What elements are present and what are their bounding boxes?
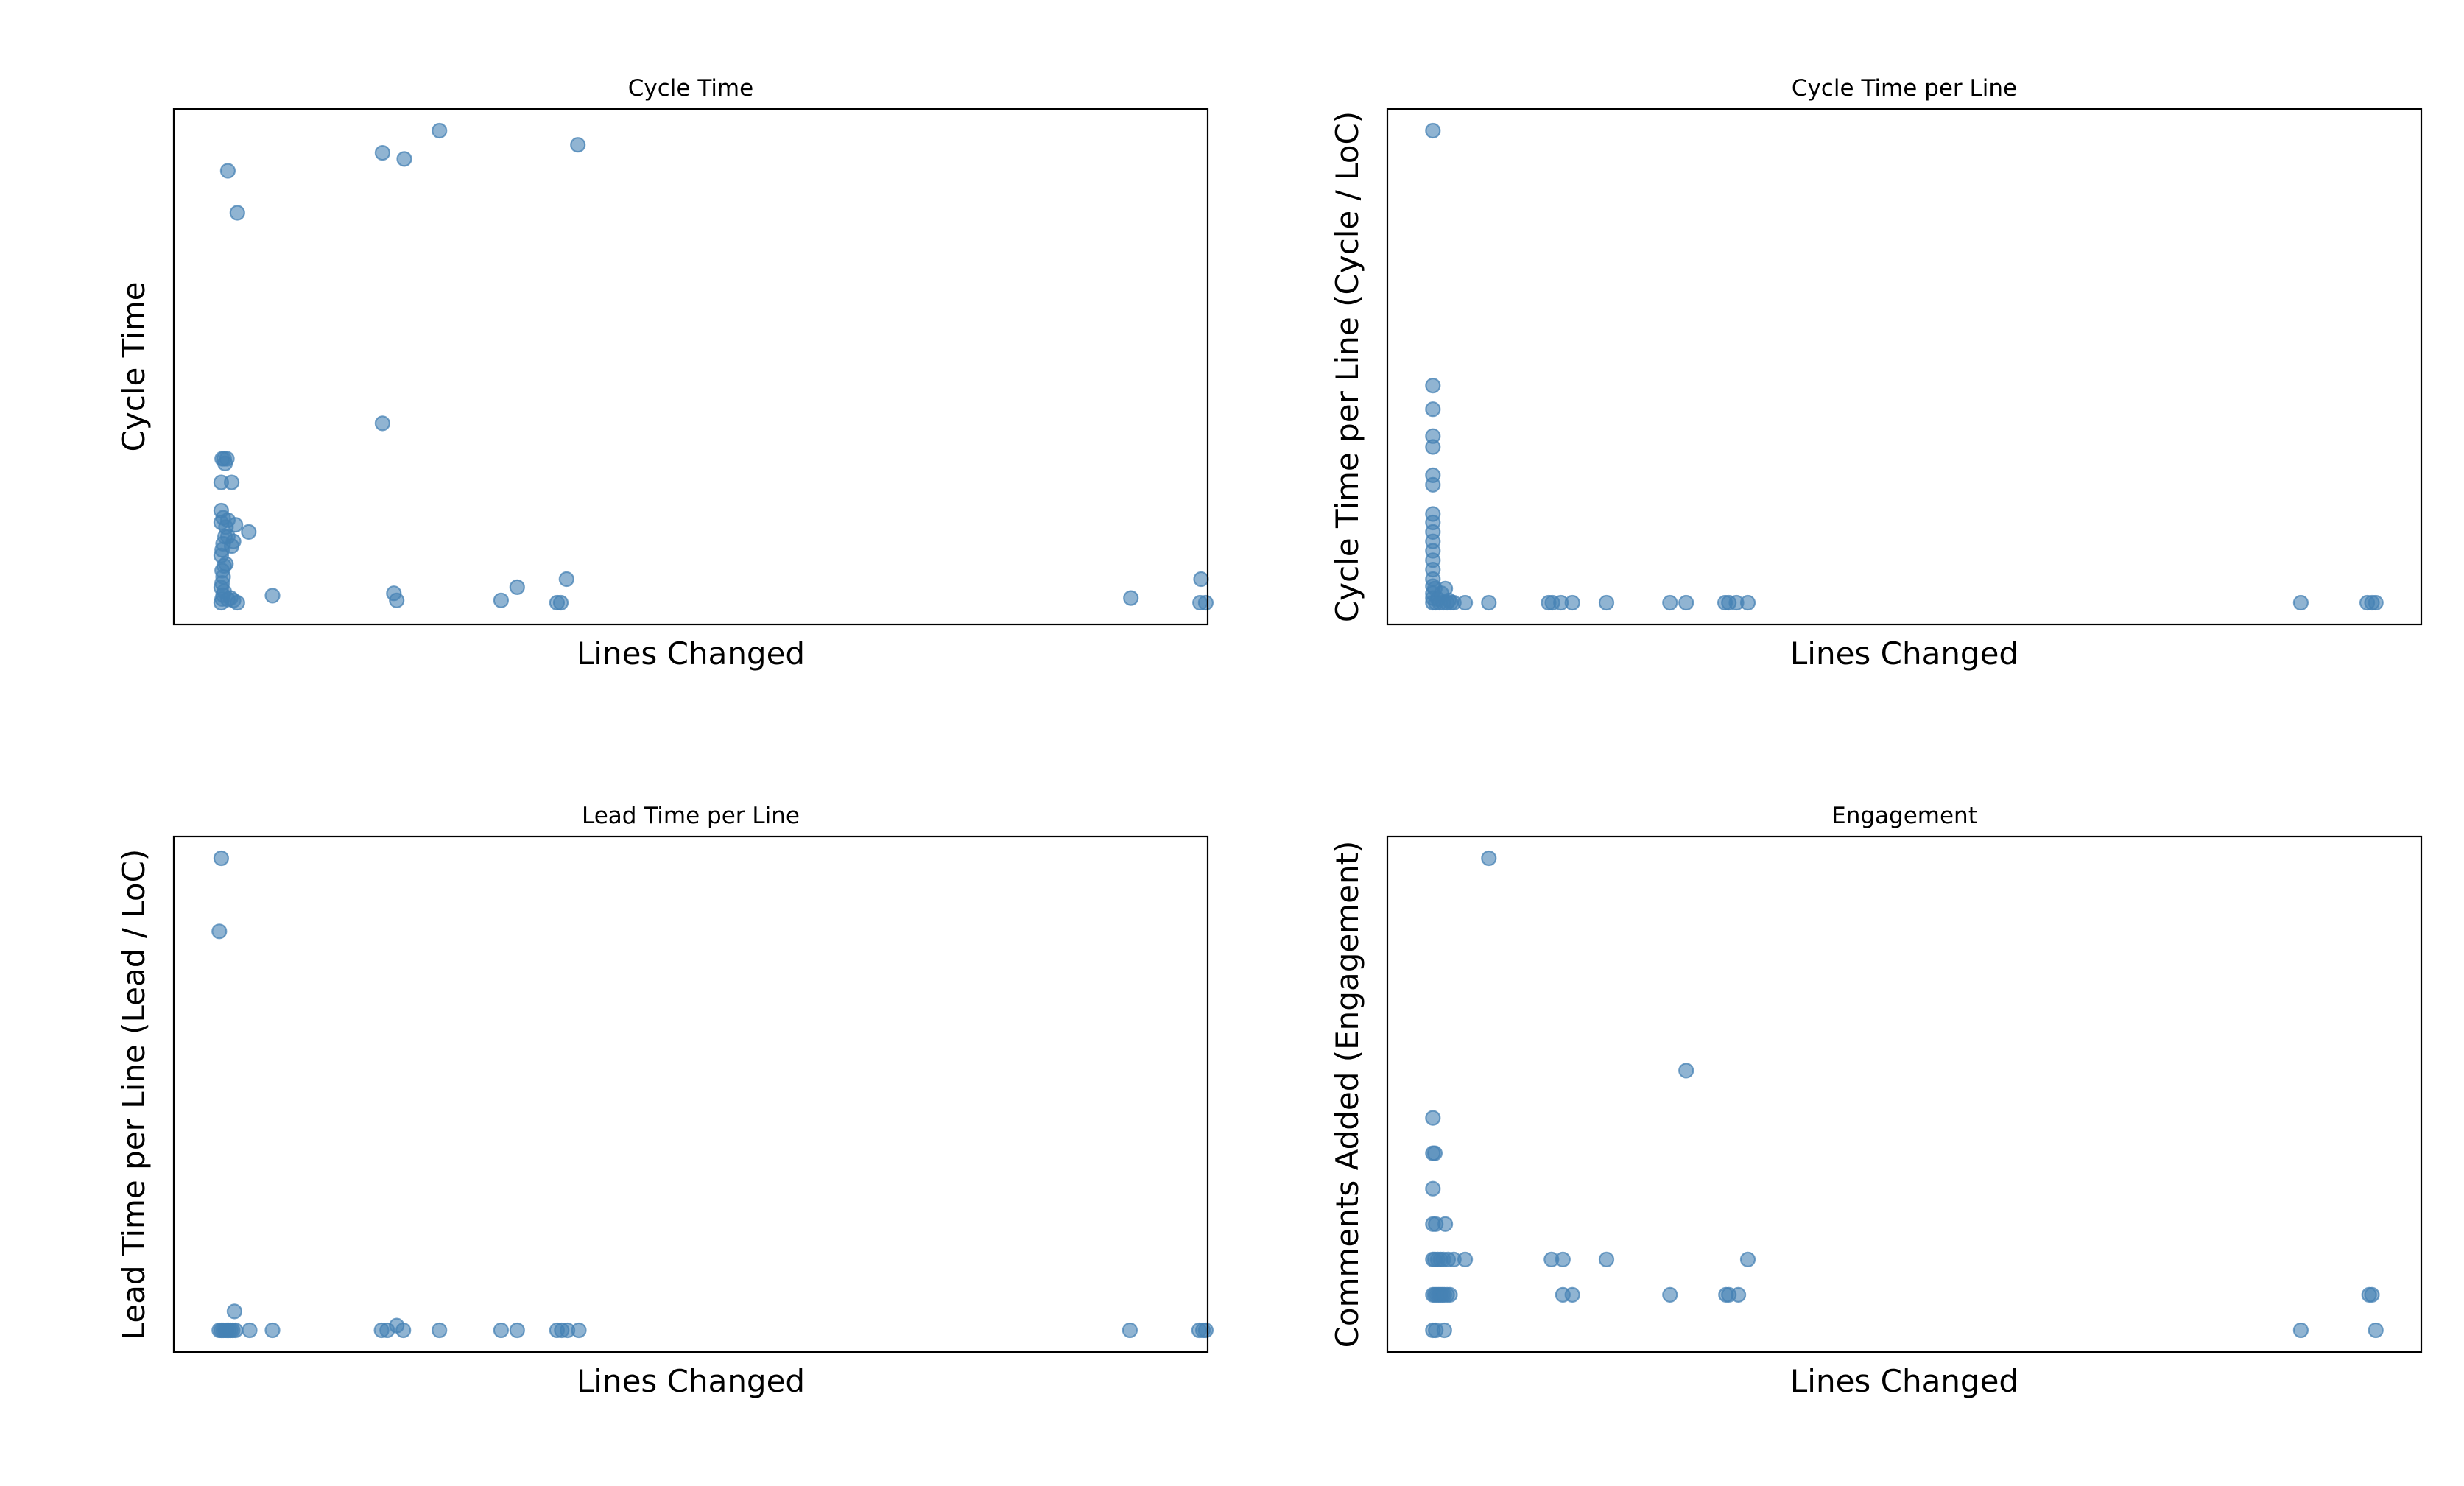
scatter-point [395, 1322, 412, 1339]
scatter-point [1123, 590, 1139, 606]
scatter-point [2368, 1322, 2384, 1339]
scatter-point [1436, 1322, 1452, 1339]
scatter-point [570, 137, 586, 153]
scatter-point [1426, 1145, 1443, 1161]
scatter-point [1739, 1251, 1756, 1268]
scatter-point [1564, 594, 1580, 611]
scatter-point [1598, 1251, 1615, 1268]
subplot-engagement: Engagement Lines Changed Comments Added … [1329, 803, 2423, 1399]
scatter-points [1425, 850, 2384, 1339]
plot-frame [172, 108, 1209, 626]
scatter-point [493, 592, 509, 608]
scatter-point [432, 122, 448, 139]
scatter-point [1425, 476, 1441, 493]
scatter-points [1425, 122, 2384, 611]
scatter-point [264, 588, 281, 604]
scatter-point [509, 579, 525, 596]
subplot-cycle-time-per-line: Cycle Time per Line Lines Changed Cycle … [1329, 75, 2423, 672]
scatter-point [1598, 594, 1615, 611]
plot-frame [1386, 108, 2423, 626]
scatter-point [229, 594, 245, 611]
scatter-point [211, 923, 228, 940]
y-axis-label: Lead Time per Line (Lead / LoC) [116, 849, 152, 1340]
x-axis-label: Lines Changed [577, 635, 805, 672]
scatter-point [1731, 1286, 1747, 1303]
scatter-point [228, 517, 244, 533]
scatter-point [1678, 594, 1694, 611]
scatter-point [213, 502, 230, 519]
scatter-point [213, 850, 230, 867]
scatter-point [1437, 1216, 1454, 1232]
subplot-cycle-time: Cycle Time Lines Changed Cycle Time [116, 75, 1214, 672]
scatter-point [552, 594, 569, 611]
y-axis-label: Cycle Time [116, 282, 152, 452]
scatter-point [1481, 594, 1497, 611]
scatter-point [223, 474, 240, 490]
scatter-point [1122, 1322, 1138, 1339]
scatter-point [1197, 1322, 1214, 1339]
scatter-point [493, 1322, 509, 1339]
scatter-point [389, 592, 405, 608]
scatter-point [2364, 1286, 2380, 1303]
scatter-point [2292, 594, 2309, 611]
scatter-point [229, 205, 245, 221]
scatter-points [211, 850, 1214, 1339]
scatter-point [241, 524, 257, 540]
scatter-point [1425, 439, 1441, 455]
scatter-point [1425, 401, 1441, 418]
subplot-title: Lead Time per Line [582, 803, 800, 829]
scatter-point [1197, 594, 1214, 611]
scatter-point [1457, 1251, 1474, 1268]
y-axis-label: Comments Added (Engagement) [1329, 841, 1365, 1348]
scatter-point [1425, 122, 1441, 139]
scatter-point [219, 451, 235, 467]
scatter-point [571, 1322, 587, 1339]
scatter-point [1481, 850, 1497, 867]
subplot-title: Cycle Time per Line [1792, 75, 2017, 102]
scatter-point [1678, 1063, 1694, 1079]
scatter-point [432, 1322, 448, 1339]
x-axis-label: Lines Changed [577, 1363, 805, 1399]
plot-frame [1386, 835, 2423, 1353]
scatter-points [213, 122, 1214, 611]
scatter-point [374, 415, 390, 432]
y-axis-label: Cycle Time per Line (Cycle / LoC) [1329, 111, 1365, 622]
scatter-point [1662, 594, 1678, 611]
scatter-point [396, 151, 412, 167]
scatter-point [1193, 571, 1209, 588]
subplot-title: Engagement [1831, 803, 1977, 829]
scatter-point [242, 1322, 258, 1339]
scatter-point [1457, 594, 1474, 611]
scatter-point [1442, 1286, 1458, 1303]
scatter-point [226, 1303, 243, 1320]
scatter-point [558, 571, 574, 588]
scatter-point [2292, 1322, 2309, 1339]
x-axis-label: Lines Changed [1790, 635, 2018, 672]
scatter-point [1425, 1110, 1441, 1126]
scatter-point [264, 1322, 281, 1339]
scatter-point [1662, 1286, 1678, 1303]
x-axis-label: Lines Changed [1790, 1363, 2018, 1399]
scatter-point [223, 538, 240, 554]
scatter-point [374, 144, 390, 161]
scatter-point [219, 163, 236, 179]
scatter-point [1555, 1251, 1571, 1268]
scatter-point [1425, 1180, 1441, 1197]
scatter-point [1425, 378, 1441, 394]
subplot-lead-time-per-line: Lead Time per Line Lines Changed Lead Ti… [116, 803, 1214, 1399]
plot-frame [172, 835, 1209, 1353]
scatter-point [2368, 594, 2384, 611]
scatter-point [1739, 594, 1756, 611]
scatter-point [228, 1322, 244, 1339]
scatter-point [1564, 1286, 1580, 1303]
subplot-title: Cycle Time [628, 75, 753, 102]
scatter-point [509, 1322, 525, 1339]
